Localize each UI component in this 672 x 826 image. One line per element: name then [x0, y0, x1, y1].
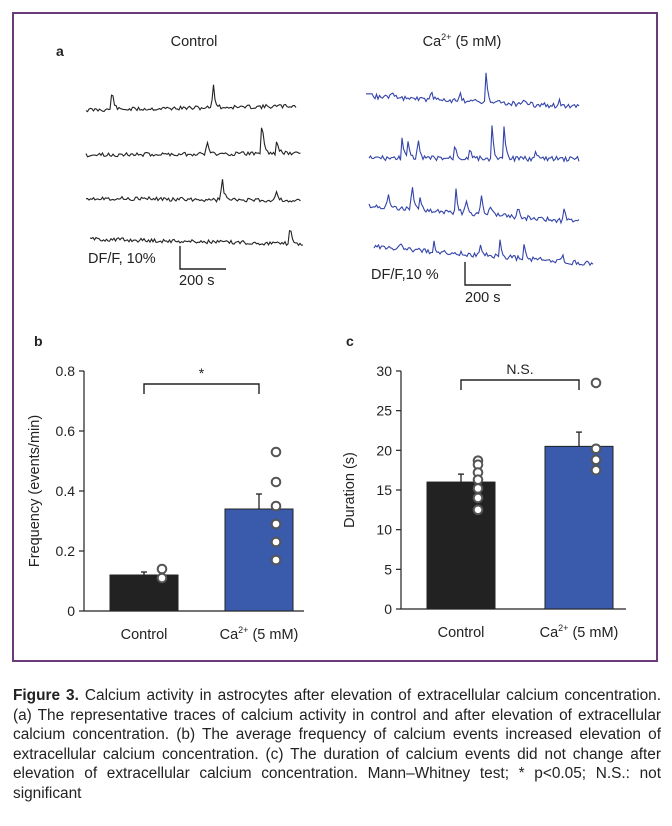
- data-point: [270, 476, 282, 488]
- frequency-chart: 0 0.2 0.4 0.6 0.8 Frequency (events/min) Contr…: [27, 363, 304, 643]
- y-tick-label: 0: [384, 601, 392, 617]
- ca-trace-title-base: Ca: [423, 34, 442, 50]
- control-trace-3: [85, 179, 301, 203]
- ca-scale-y-label: DF/F,10 %: [371, 267, 439, 283]
- y-tick-label: 0.2: [56, 543, 76, 559]
- ca-trace-title: Ca2+ (5 mM): [423, 32, 502, 50]
- y-tick-label: 0.8: [56, 363, 76, 379]
- data-point: [590, 377, 602, 389]
- x-category-label-sup: 2+: [238, 625, 248, 635]
- y-tick-label: 15: [376, 482, 392, 498]
- x-category-label-sup: 2+: [558, 623, 568, 633]
- control-traces: [85, 84, 304, 247]
- data-point: [590, 454, 602, 466]
- ca-scale-bar-line: [464, 262, 511, 286]
- ca-trace-2: [368, 125, 580, 163]
- control-trace-4: [89, 229, 304, 247]
- significance-bracket: [460, 379, 580, 390]
- caption-label: Figure 3.: [13, 687, 79, 704]
- y-tick-label: 20: [376, 442, 392, 458]
- x-category-label: Control: [438, 625, 485, 641]
- ca-scale-bar: [464, 262, 511, 286]
- caption-text: Calcium activity in astrocytes after ele…: [13, 687, 662, 802]
- ca-trace-title-rest: (5 mM): [451, 34, 501, 50]
- y-tick-label: 0.6: [56, 423, 76, 439]
- data-point: [472, 492, 484, 504]
- data-point: [590, 464, 602, 476]
- bar-control: [109, 574, 179, 612]
- data-point: [270, 518, 282, 530]
- control-trace-2: [85, 127, 301, 158]
- control-scale-x-label: 200 s: [179, 273, 214, 289]
- y-tick-label: 10: [376, 522, 392, 538]
- control-trace-title: Control: [171, 34, 218, 50]
- y-tick-label: 5: [384, 561, 392, 577]
- panel-a-label: a: [56, 43, 64, 59]
- ca-trace-3: [368, 187, 580, 225]
- ca-trace-4: [373, 239, 594, 267]
- control-scale-y-label: DF/F, 10%: [88, 251, 156, 267]
- ca-trace-1: [365, 72, 580, 109]
- x-category-label-base: Ca: [540, 625, 559, 641]
- panel-c-label: c: [346, 333, 354, 349]
- data-point: [590, 443, 602, 455]
- data-point: [156, 563, 168, 575]
- y-axis-label: Duration (s): [342, 452, 358, 528]
- data-point: [270, 536, 282, 548]
- figure-frame: a Control Ca2+ (5 mM) DF/F, 10% 200 s DF…: [12, 12, 658, 662]
- data-point: [472, 504, 484, 516]
- ca-traces: [365, 72, 594, 267]
- significance-label: N.S.: [506, 361, 533, 377]
- figure-svg: a Control Ca2+ (5 mM) DF/F, 10% 200 s DF…: [27, 32, 626, 643]
- data-point: [156, 572, 168, 584]
- y-tick-label: 0: [67, 603, 75, 619]
- control-scale-bar: [179, 246, 226, 270]
- figure-caption: Figure 3. Calcium activity in astrocytes…: [13, 686, 661, 803]
- x-category-label-rest: (5 mM): [248, 627, 298, 643]
- y-tick-label: 0.4: [56, 483, 76, 499]
- y-tick-label: 25: [376, 403, 392, 419]
- data-point: [270, 500, 282, 512]
- data-point: [472, 474, 484, 485]
- duration-chart: 0 5 10 15 20 25 30 Duration (s) Control Ca2+ (5 m…: [342, 361, 626, 641]
- y-tick-label: 30: [376, 363, 392, 379]
- data-point: [270, 554, 282, 566]
- x-category-label-rest: (5 mM): [568, 625, 618, 641]
- x-category-label-base: Ca: [220, 627, 239, 643]
- control-trace-1: [85, 84, 297, 113]
- bar-ca: [224, 508, 294, 612]
- data-point: [472, 483, 484, 494]
- x-category-label: Ca2+ (5 mM): [220, 625, 299, 643]
- x-category-label: Ca2+ (5 mM): [540, 623, 619, 641]
- significance-bracket: [143, 383, 260, 394]
- panel-b-label: b: [34, 333, 43, 349]
- ca-trace-title-sup: 2+: [441, 32, 451, 42]
- bar-control: [426, 481, 496, 610]
- y-axis-label: Frequency (events/min): [27, 415, 43, 567]
- significance-label: *: [199, 365, 205, 381]
- ca-scale-x-label: 200 s: [465, 290, 500, 306]
- control-scale-bar-line: [179, 246, 226, 270]
- bar-ca: [544, 445, 614, 610]
- x-category-label: Control: [121, 627, 168, 643]
- data-point: [270, 446, 282, 458]
